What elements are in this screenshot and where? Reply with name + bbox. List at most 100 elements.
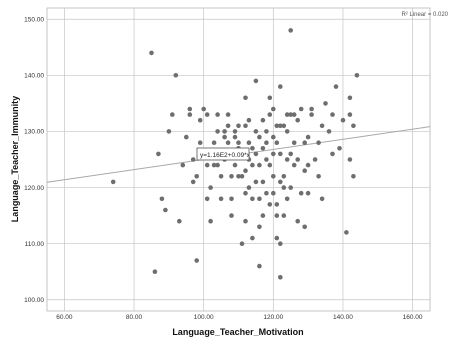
- scatter-point: [347, 95, 353, 101]
- scatter-point: [288, 28, 294, 33]
- scatter-point: [197, 117, 203, 123]
- scatter-point: [250, 196, 255, 202]
- scatter-point: [243, 190, 248, 196]
- scatter-point: [288, 112, 294, 117]
- scatter-point: [257, 196, 262, 202]
- scatter-point: [170, 112, 175, 117]
- scatter-point: [236, 140, 241, 145]
- scatter-point: [305, 190, 311, 196]
- scatter-point: [337, 146, 342, 151]
- scatter-point: [253, 78, 259, 84]
- scatter-point: [239, 241, 245, 246]
- scatter-point: [278, 179, 283, 185]
- scatter-point: [267, 202, 273, 207]
- scatter-point: [257, 263, 262, 269]
- scatter-point: [250, 146, 255, 151]
- scatter-point: [187, 112, 193, 117]
- scatter-point: [246, 140, 252, 145]
- scatter-point: [271, 106, 276, 112]
- scatter-point: [354, 73, 360, 78]
- scatter-point: [204, 162, 210, 168]
- scatter-point: [229, 174, 234, 179]
- scatter-point: [149, 50, 154, 56]
- scatter-point: [347, 112, 353, 117]
- scatter-point: [281, 123, 287, 129]
- scatter-point: [152, 269, 158, 275]
- scatter-point: [225, 123, 231, 129]
- scatter-point: [284, 129, 290, 134]
- scatter-point: [323, 101, 328, 106]
- scatter-point: [264, 140, 269, 145]
- scatter-point: [302, 168, 308, 173]
- y-tick-label: 130.00: [24, 129, 44, 136]
- scatter-point: [309, 106, 314, 112]
- y-tick-label: 120.00: [24, 185, 44, 192]
- x-tick-label: 100.00: [194, 314, 214, 321]
- x-tick-label: 160.00: [403, 314, 423, 321]
- scatter-point: [180, 162, 186, 168]
- scatter-point: [190, 179, 196, 185]
- tick-labels: 60.00 80.00 100.00 120.00 140.00 160.00 100.00…: [24, 17, 423, 321]
- scatter-point: [194, 174, 199, 179]
- scatter-point: [208, 218, 213, 224]
- scatter-point: [239, 174, 245, 179]
- scatter-point: [243, 95, 248, 101]
- scatter-point: [260, 117, 266, 123]
- scatter-point: [246, 185, 252, 190]
- data-points: [110, 28, 360, 280]
- y-tick-label: 140.00: [24, 73, 44, 80]
- scatter-point: [288, 151, 294, 157]
- scatter-point: [330, 151, 335, 157]
- scatter-point: [253, 151, 259, 157]
- scatter-point: [295, 157, 301, 162]
- scatter-point: [319, 123, 325, 129]
- scatter-point: [264, 157, 269, 162]
- scatter-point: [257, 224, 262, 230]
- scatter-point: [347, 157, 353, 162]
- scatter-point: [291, 162, 297, 168]
- scatter-point: [236, 123, 241, 129]
- scatter-point: [267, 112, 273, 117]
- scatter-point: [284, 157, 290, 162]
- scatter-point: [243, 123, 248, 129]
- scatter-point: [184, 134, 189, 140]
- scatter-point: [190, 157, 196, 162]
- x-tick-label: 80.00: [126, 314, 143, 321]
- scatter-point: [218, 196, 224, 202]
- scatter-point: [326, 129, 332, 134]
- scatter-point: [278, 123, 283, 129]
- scatter-point: [281, 174, 287, 179]
- scatter-point: [173, 73, 179, 78]
- scatter-point: [351, 174, 356, 179]
- scatter-point: [281, 213, 287, 218]
- scatter-point: [295, 218, 301, 224]
- scatter-point: [291, 112, 297, 117]
- scatter-point: [271, 190, 276, 196]
- scatter-point: [264, 129, 269, 134]
- scatter-point: [163, 207, 168, 213]
- scatter-point: [110, 179, 116, 185]
- r2-label: R² Linear = 0.020: [401, 12, 448, 18]
- scatter-point: [271, 174, 276, 179]
- scatter-point: [288, 185, 294, 190]
- scatter-point: [257, 162, 262, 168]
- scatter-point: [305, 134, 311, 140]
- scatter-point: [257, 134, 262, 140]
- scatter-point: [215, 129, 220, 134]
- scatter-point: [222, 129, 227, 134]
- scatter-point: [225, 112, 231, 117]
- scatter-point: [232, 134, 238, 140]
- scatter-point: [284, 196, 290, 202]
- scatter-point: [236, 174, 241, 179]
- scatter-point: [260, 146, 266, 151]
- scatter-point: [291, 140, 297, 145]
- grid-lines: [47, 8, 430, 311]
- scatter-point: [267, 95, 273, 101]
- scatter-point: [260, 213, 266, 218]
- scatter-point: [267, 162, 273, 168]
- scatter-point: [278, 84, 283, 89]
- scatter-point: [302, 224, 308, 230]
- scatter-point: [298, 106, 304, 112]
- scatter-point: [225, 140, 231, 145]
- x-axis-title: Language_Teacher_Motivation: [172, 327, 303, 337]
